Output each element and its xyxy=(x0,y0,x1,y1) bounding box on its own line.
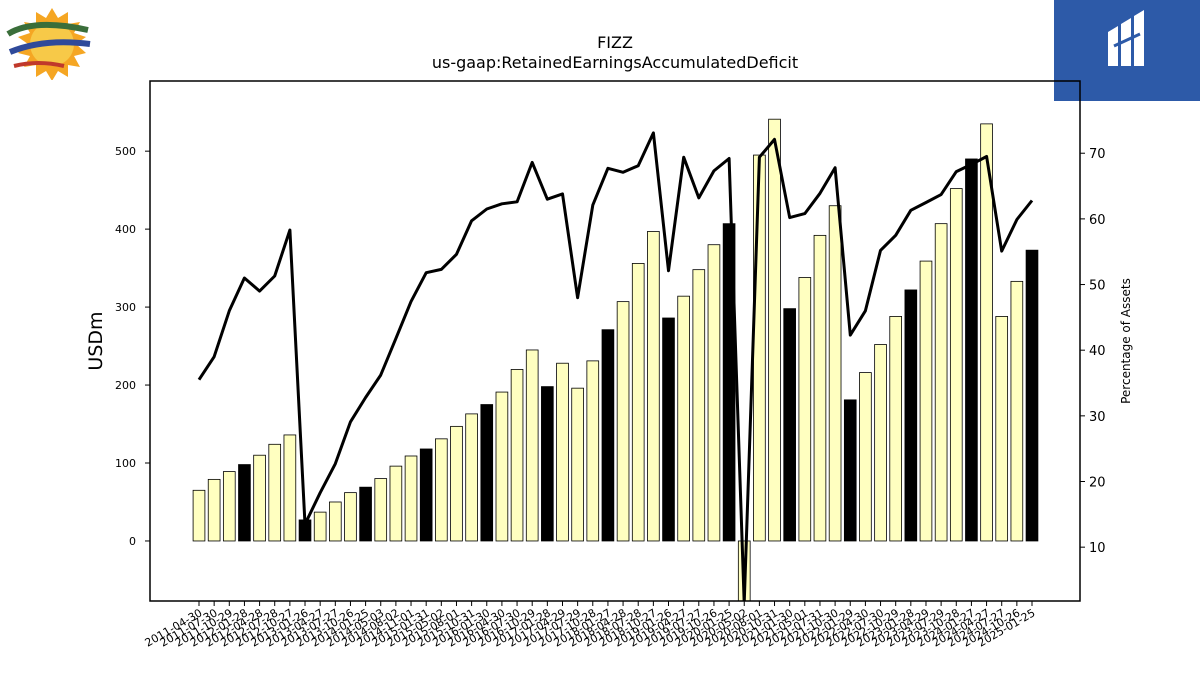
y2-axis-label: Percentage of Assets xyxy=(1119,278,1133,404)
bar xyxy=(904,289,918,542)
chart-title: FIZZ xyxy=(597,33,633,52)
logo-swoosh-3 xyxy=(13,61,65,68)
bar xyxy=(435,438,448,542)
bar xyxy=(601,329,615,542)
bar xyxy=(965,158,978,542)
bar xyxy=(510,369,524,542)
bar xyxy=(662,317,675,542)
bar xyxy=(586,360,600,542)
y-tick-label: 200 xyxy=(115,379,136,392)
bar xyxy=(768,118,781,542)
bar xyxy=(707,244,721,542)
y2-tick-label: 70 xyxy=(1089,147,1106,162)
national-beverage-logo xyxy=(4,4,92,81)
midgard-mark-icon xyxy=(1108,10,1144,66)
bar xyxy=(192,489,206,542)
bar xyxy=(647,231,660,542)
bar xyxy=(859,372,872,542)
y-tick-label: 0 xyxy=(129,535,136,548)
bar xyxy=(207,478,221,542)
bar xyxy=(995,316,1009,542)
bar xyxy=(465,413,478,542)
bar xyxy=(238,464,251,542)
bar xyxy=(783,308,796,542)
bar xyxy=(222,471,236,542)
y-tick-label: 400 xyxy=(115,223,136,236)
bar xyxy=(798,277,812,542)
y-tick-label: 500 xyxy=(115,145,136,158)
bar xyxy=(525,349,539,542)
bar xyxy=(419,448,433,542)
y2-tick-label: 10 xyxy=(1089,541,1106,556)
bar xyxy=(374,478,388,542)
bar xyxy=(692,269,706,542)
bar xyxy=(329,501,342,542)
bar xyxy=(253,454,266,542)
logo-swoosh-2 xyxy=(8,39,91,55)
bar xyxy=(813,234,827,542)
bar xyxy=(980,123,993,542)
y2-tick-label: 20 xyxy=(1089,476,1106,491)
bar xyxy=(268,443,282,542)
bar xyxy=(949,188,963,542)
bar xyxy=(677,295,690,542)
chart-subtitle: us-gaap:RetainedEarningsAccumulatedDefic… xyxy=(432,53,798,72)
bar xyxy=(1025,249,1039,542)
midgard-finance-logo xyxy=(1054,0,1200,101)
bar xyxy=(631,263,645,542)
y-tick-label: 100 xyxy=(115,457,136,470)
bar xyxy=(934,223,948,542)
bar xyxy=(556,362,569,542)
bar xyxy=(828,205,842,542)
bar xyxy=(495,391,509,542)
ratio-line xyxy=(197,131,1034,601)
bar xyxy=(480,404,494,542)
bar xyxy=(753,154,766,542)
y2-tick-label: 50 xyxy=(1089,279,1106,294)
bar xyxy=(571,387,584,542)
bar xyxy=(616,301,630,542)
plot-frame xyxy=(149,80,1081,602)
y-tick-label: 300 xyxy=(115,301,136,314)
y2-tick-label: 40 xyxy=(1089,344,1106,359)
bar xyxy=(1010,280,1024,542)
bar xyxy=(919,260,933,542)
y-axis-label: USDm xyxy=(85,311,107,370)
bar xyxy=(541,386,554,542)
bar xyxy=(889,316,902,542)
logo-swoosh xyxy=(6,21,89,37)
bar xyxy=(359,486,372,542)
bar xyxy=(450,425,463,542)
bar xyxy=(313,511,327,542)
bar xyxy=(843,399,857,542)
bar xyxy=(404,455,418,542)
y2-tick-label: 60 xyxy=(1089,213,1106,228)
bar xyxy=(344,492,357,542)
bar xyxy=(722,223,736,542)
bar xyxy=(283,434,297,542)
bar xyxy=(874,344,887,542)
y2-tick-label: 30 xyxy=(1089,410,1106,425)
bar xyxy=(389,465,403,542)
